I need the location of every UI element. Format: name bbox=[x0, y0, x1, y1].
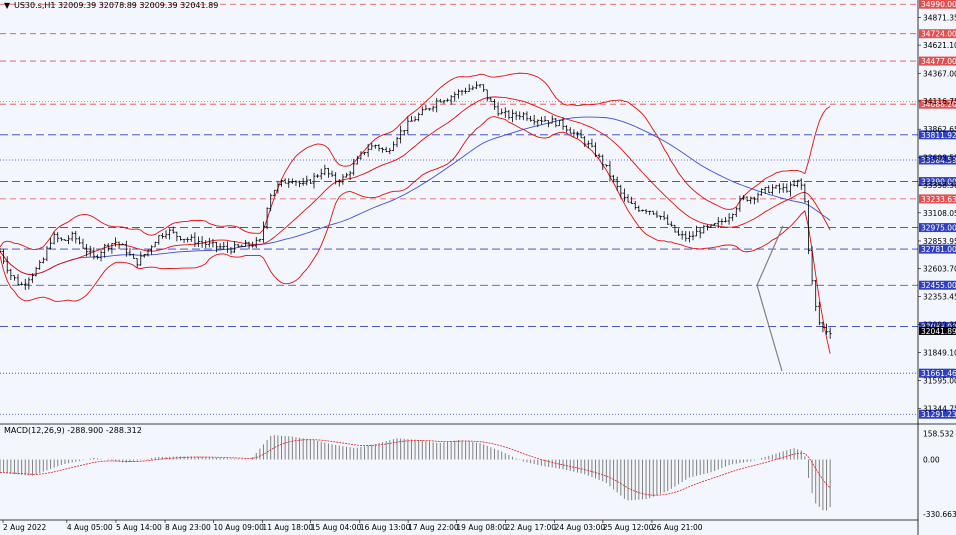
price-tick-label: 32853.95 bbox=[923, 237, 956, 246]
time-tick-label: 11 Aug 18:00 bbox=[262, 523, 313, 532]
price-tick-label: 32603.70 bbox=[923, 265, 956, 274]
blue-level-5-tag bbox=[919, 321, 956, 331]
red-level-2-tag bbox=[919, 56, 956, 66]
blue-dotted-level-2-value: 31291.23 bbox=[921, 410, 956, 419]
price-tick-label: 34367.00 bbox=[923, 69, 956, 78]
bollinger-upper-line bbox=[0, 72, 831, 251]
price-tick-label: 33358.30 bbox=[923, 181, 956, 190]
macd-tick-label: -330.663 bbox=[923, 510, 956, 519]
blue-level-5-value: 32083.00 bbox=[921, 322, 956, 331]
red-level-1-value: 34724.00 bbox=[921, 30, 956, 39]
blue-level-0-value: 33811.92 bbox=[921, 131, 956, 140]
price-tick-label: 31344.75 bbox=[923, 404, 956, 413]
price-tick-label: 33108.05 bbox=[923, 209, 956, 218]
red-level-4-value: 33233.63 bbox=[921, 195, 956, 204]
red-level-1-tag bbox=[919, 29, 956, 39]
red-level-2-value: 34477.00 bbox=[921, 57, 956, 66]
blue-dotted-level-1-value: 31661.46 bbox=[921, 369, 956, 378]
time-tick-label: 25 Aug 12:00 bbox=[603, 523, 654, 532]
price-tick-label: 33608.55 bbox=[923, 153, 956, 162]
price-tick-label: 34116.75 bbox=[923, 97, 956, 106]
arrow-up-line bbox=[756, 225, 784, 286]
blue-level-4-tag bbox=[919, 280, 956, 290]
blue-dotted-level-0-tag bbox=[919, 155, 956, 165]
macd-label: MACD(12,26,9) -288.900 -288.312 bbox=[4, 426, 142, 435]
bollinger-lower-line bbox=[0, 116, 831, 354]
forecast-arrows bbox=[756, 225, 784, 372]
macd-tick-label: 158.532 bbox=[923, 430, 954, 439]
time-tick-label: 5 Aug 14:00 bbox=[116, 523, 162, 532]
red-level-0-tag bbox=[919, 0, 956, 9]
blue-level-3-tag bbox=[919, 244, 956, 254]
price-tick-label: 31849.10 bbox=[923, 348, 956, 357]
time-tick-label: 15 Aug 04:00 bbox=[311, 523, 362, 532]
candles bbox=[0, 81, 832, 339]
time-tick-label: 17 Aug 22:00 bbox=[408, 523, 459, 532]
macd-panel bbox=[0, 435, 831, 511]
blue-level-0-tag bbox=[919, 130, 956, 140]
red-level-0-value: 34990.00 bbox=[921, 0, 956, 9]
time-tick-label: 26 Aug 21:00 bbox=[652, 523, 703, 532]
blue-level-2-value: 32975.00 bbox=[921, 224, 956, 233]
time-tick-label: 24 Aug 03:00 bbox=[555, 523, 606, 532]
red-level-3-value: 34088.20 bbox=[921, 100, 956, 109]
bollinger-middle-line bbox=[0, 96, 831, 275]
ohlc-values: 32009.39 32078.89 32009.39 32041.89 bbox=[58, 1, 218, 10]
macd-tick-label: 0.00 bbox=[923, 456, 940, 465]
current-price-tag bbox=[919, 327, 956, 336]
macd-signal-line bbox=[0, 439, 831, 496]
moving-average-line bbox=[0, 116, 831, 275]
time-tick-label: 4 Aug 05:00 bbox=[67, 523, 113, 532]
price-tick-label: 32099.35 bbox=[923, 321, 956, 330]
blue-level-4-value: 32455.00 bbox=[921, 281, 956, 290]
blue-level-1-tag bbox=[919, 177, 956, 187]
blue-dotted-level-0-value: 33584.59 bbox=[921, 156, 956, 165]
time-tick-label: 16 Aug 13:00 bbox=[360, 523, 411, 532]
blue-dotted-level-1-tag bbox=[919, 368, 956, 378]
price-tick-label: 34871.35 bbox=[923, 13, 956, 22]
red-level-3-tag bbox=[919, 99, 956, 109]
time-tick-label: 19 Aug 08:00 bbox=[456, 523, 507, 532]
blue-level-3-value: 32781.00 bbox=[921, 245, 956, 254]
red-level-4-tag bbox=[919, 194, 956, 204]
horizontal-levels: 34990.00 34724.00 34477.00 34088.20 33233.63… bbox=[0, 0, 956, 419]
price-tick-label: 34621.10 bbox=[923, 41, 956, 50]
price-tick-label: 31595.00 bbox=[923, 377, 956, 386]
time-tick-label: 2 Aug 2022 bbox=[3, 523, 46, 532]
price-tick-label: 32353.45 bbox=[923, 292, 956, 301]
current-price-value: 32041.89 bbox=[921, 327, 956, 336]
time-tick-label: 8 Aug 23:00 bbox=[165, 523, 211, 532]
arrow-down-line bbox=[756, 285, 783, 372]
price-tick-label: 33862.65 bbox=[923, 125, 956, 134]
indicators bbox=[0, 72, 831, 354]
time-tick-label: 10 Aug 09:00 bbox=[213, 523, 264, 532]
collapse-triangle-icon[interactable]: ▼ bbox=[4, 1, 11, 10]
blue-level-2-tag bbox=[919, 223, 956, 233]
blue-level-1-value: 33390.00 bbox=[921, 178, 956, 187]
symbol-label: US30.s,H1 bbox=[14, 1, 55, 10]
blue-dotted-level-2-tag bbox=[919, 409, 956, 419]
time-tick-label: 22 Aug 17:00 bbox=[505, 523, 556, 532]
